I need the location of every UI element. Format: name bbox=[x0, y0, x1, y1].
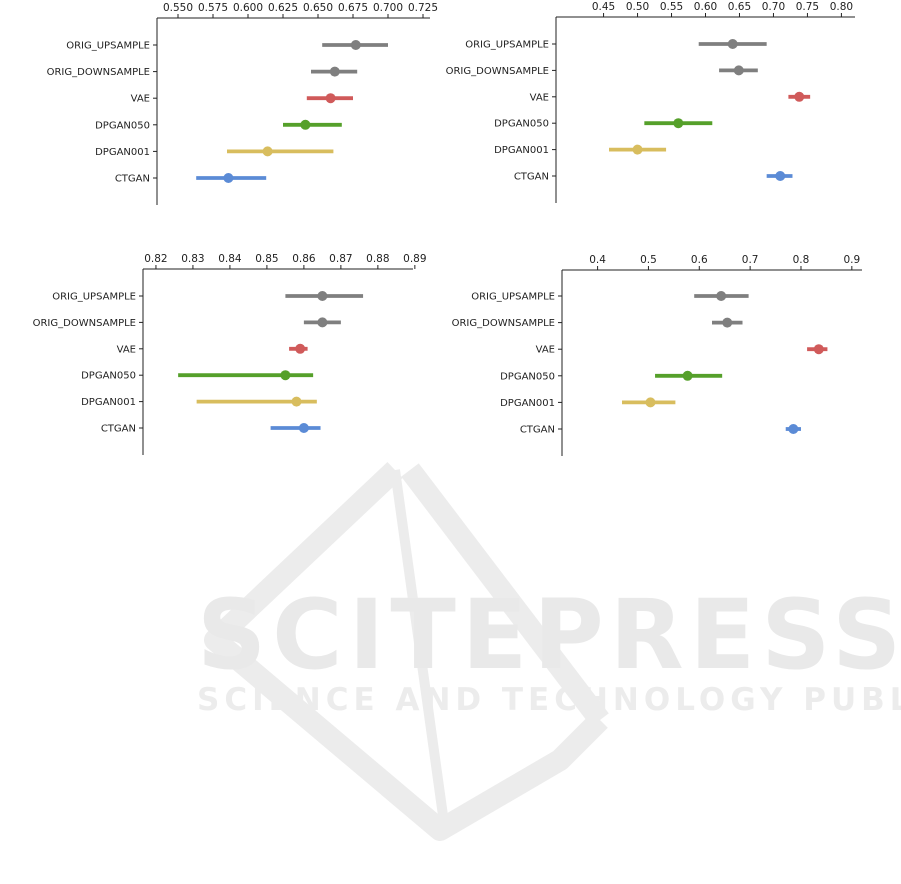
category-label: CTGAN bbox=[520, 425, 555, 436]
point-estimate-marker bbox=[716, 291, 727, 301]
category-label: DPGAN001 bbox=[81, 397, 136, 408]
x-tick-label: 0.550 bbox=[163, 2, 193, 14]
publisher-logo-watermark bbox=[204, 462, 609, 841]
point-estimate-marker bbox=[291, 396, 302, 407]
x-tick-label: 0.80 bbox=[830, 1, 853, 13]
x-tick-label: 0.85 bbox=[255, 253, 278, 265]
x-tick-label: 0.87 bbox=[329, 253, 352, 265]
point-estimate-marker bbox=[317, 317, 328, 328]
x-tick-label: 0.83 bbox=[181, 253, 204, 265]
point-estimate-marker bbox=[813, 344, 824, 355]
chart-panel-top-left: 0.550 0.575 0.600 0.625 0.650 0.675 0.700 0.725… bbox=[47, 2, 438, 205]
point-estimate-marker bbox=[788, 424, 799, 434]
point-estimate-marker bbox=[727, 39, 738, 49]
point-estimate-marker bbox=[645, 397, 656, 408]
category-label: VAE bbox=[530, 92, 549, 103]
chart-panel-bottom-right: 0.4 0.5 0.6 0.7 0.8 0.9 ORIG_UPSAMPLE ORIG_DOWN… bbox=[452, 254, 862, 456]
category-label: DPGAN001 bbox=[500, 398, 555, 409]
x-tick-label: 0.55 bbox=[660, 1, 683, 13]
category-label: ORIG_UPSAMPLE bbox=[471, 292, 555, 303]
category-label: DPGAN001 bbox=[95, 147, 150, 158]
x-tick-label: 0.60 bbox=[694, 1, 717, 13]
point-estimate-marker bbox=[682, 370, 693, 381]
point-estimate-marker bbox=[350, 40, 361, 50]
x-tick-label: 0.82 bbox=[144, 253, 167, 265]
x-tick-label: 0.6 bbox=[691, 254, 708, 266]
x-tick-label: 0.70 bbox=[762, 1, 785, 13]
category-label: VAE bbox=[117, 344, 136, 355]
category-label: VAE bbox=[131, 94, 150, 105]
category-label: ORIG_DOWNSAMPLE bbox=[33, 318, 136, 329]
watermark-subtitle: SCIENCE AND TECHNOLOGY PUBLICATIONS bbox=[197, 682, 901, 718]
category-label: CTGAN bbox=[101, 424, 136, 435]
point-estimate-marker bbox=[317, 291, 328, 301]
category-label: DPGAN050 bbox=[500, 371, 555, 382]
point-estimate-marker bbox=[300, 119, 311, 130]
x-tick-label: 0.675 bbox=[338, 2, 368, 14]
point-estimate-marker bbox=[262, 146, 273, 157]
chart-panel-bottom-left: 0.82 0.83 0.84 0.85 0.86 0.87 0.88 0.89 ORIG_UPS… bbox=[33, 253, 427, 455]
point-estimate-marker bbox=[329, 66, 340, 77]
x-tick-label: 0.700 bbox=[373, 2, 403, 14]
x-tick-label: 0.725 bbox=[408, 2, 438, 14]
x-tick-label: 0.625 bbox=[268, 2, 298, 14]
category-label: DPGAN050 bbox=[494, 119, 549, 130]
x-tick-label: 0.88 bbox=[366, 253, 389, 265]
x-tick-label: 0.5 bbox=[640, 254, 657, 266]
point-estimate-marker bbox=[775, 171, 786, 181]
category-label: ORIG_DOWNSAMPLE bbox=[47, 67, 150, 78]
x-tick-label: 0.600 bbox=[233, 2, 263, 14]
x-tick-label: 0.89 bbox=[403, 253, 426, 265]
x-tick-label: 0.65 bbox=[728, 1, 751, 13]
x-tick-label: 0.650 bbox=[303, 2, 333, 14]
point-estimate-marker bbox=[295, 343, 306, 354]
point-estimate-marker bbox=[280, 370, 291, 381]
category-label: ORIG_DOWNSAMPLE bbox=[446, 66, 549, 77]
category-label: CTGAN bbox=[115, 174, 150, 185]
x-tick-label: 0.86 bbox=[292, 253, 316, 265]
point-estimate-marker bbox=[325, 93, 336, 104]
category-label: ORIG_UPSAMPLE bbox=[465, 40, 549, 51]
point-estimate-marker bbox=[722, 317, 733, 328]
chart-panel-top-right: 0.45 0.50 0.55 0.60 0.65 0.70 0.75 0.80 ORIG_UPS… bbox=[446, 1, 855, 203]
point-estimate-marker bbox=[733, 65, 744, 76]
x-tick-label: 0.45 bbox=[592, 1, 615, 13]
point-estimate-marker bbox=[632, 144, 643, 155]
category-label: DPGAN001 bbox=[494, 145, 549, 156]
x-tick-label: 0.75 bbox=[796, 1, 819, 13]
x-tick-label: 0.4 bbox=[589, 254, 606, 266]
category-label: ORIG_UPSAMPLE bbox=[52, 292, 136, 303]
point-estimate-marker bbox=[298, 423, 309, 433]
point-estimate-marker bbox=[794, 91, 805, 102]
x-tick-label: 0.8 bbox=[793, 254, 810, 266]
x-tick-label: 0.84 bbox=[218, 253, 242, 265]
x-tick-label: 0.7 bbox=[742, 254, 759, 266]
point-estimate-marker bbox=[223, 173, 234, 183]
point-estimate-marker bbox=[673, 118, 684, 129]
x-tick-label: 0.575 bbox=[198, 2, 228, 14]
category-label: VAE bbox=[536, 345, 555, 356]
category-label: DPGAN050 bbox=[81, 371, 136, 382]
x-tick-label: 0.50 bbox=[626, 1, 649, 13]
category-label: DPGAN050 bbox=[95, 120, 150, 131]
watermark-title: SCITEPRESS bbox=[197, 579, 901, 691]
category-label: ORIG_DOWNSAMPLE bbox=[452, 318, 555, 329]
x-tick-label: 0.9 bbox=[843, 254, 860, 266]
category-label: ORIG_UPSAMPLE bbox=[66, 41, 150, 52]
category-label: CTGAN bbox=[514, 172, 549, 183]
